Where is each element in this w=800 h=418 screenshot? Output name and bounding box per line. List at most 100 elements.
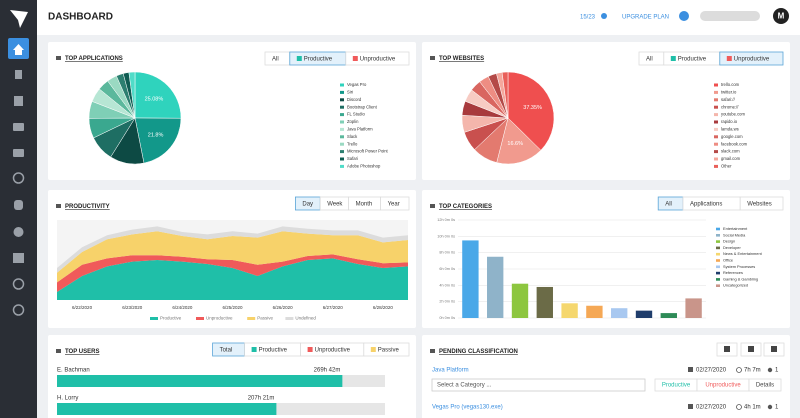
legend-swatch: [716, 252, 720, 256]
legend-label: Slack: [347, 134, 358, 139]
slice-label: 21.8%: [148, 132, 164, 138]
legend-label: Zoplin: [347, 119, 359, 124]
legend-label: youtube.com: [721, 112, 745, 117]
bar: [57, 403, 277, 415]
legend-swatch: [340, 142, 344, 146]
panel-icon: [56, 56, 61, 60]
legend-swatch: [714, 135, 718, 139]
legend-swatch: [714, 83, 718, 87]
filter-button[interactable]: [739, 196, 784, 211]
nav-icon[interactable]: [12, 172, 25, 184]
avatar[interactable]: [773, 8, 789, 24]
filter-label: Unproductive: [315, 348, 351, 354]
nav-icon[interactable]: [14, 96, 23, 106]
action-button[interactable]: [748, 378, 782, 392]
panel-title: TOP USERS: [65, 349, 99, 355]
duration: 7h 7m: [744, 368, 761, 374]
nav-icon[interactable]: [13, 253, 24, 263]
sort-date-icon: [724, 346, 730, 352]
nav-icon[interactable]: [14, 200, 23, 210]
legend-label: Microsoft Power Point: [347, 149, 389, 154]
legend-label: safari://: [721, 97, 736, 102]
filter-label: Total: [220, 348, 233, 354]
filter-swatch: [307, 347, 313, 352]
legend-label: Bootstrap Client: [347, 104, 378, 109]
legend-label: Discord: [347, 97, 362, 102]
bar: [611, 308, 628, 318]
pie-slice: [128, 71, 136, 119]
legend-swatch: [340, 113, 344, 117]
legend-swatch: [340, 120, 344, 124]
legend-label: chrome://: [721, 104, 739, 109]
legend-swatch: [340, 157, 344, 161]
duration: 4h 1m: [744, 405, 761, 411]
panel-title: PRODUCTIVITY: [65, 204, 110, 210]
bar-label: 269h 42m: [314, 368, 341, 374]
legend-swatch: [716, 278, 720, 281]
panel-title: TOP CATEGORIES: [439, 204, 492, 210]
area: [57, 231, 408, 283]
sort-time-icon: [771, 346, 777, 352]
nav-icon[interactable]: [13, 123, 24, 131]
avatar-letter: M: [778, 12, 785, 21]
filter-label: Year: [388, 202, 400, 208]
y-tick-label: 6h 0m 0s: [439, 267, 455, 271]
x-tick-label: 6/24/2020: [172, 305, 193, 310]
calendar-icon: [688, 367, 693, 372]
legend-swatch: [196, 317, 204, 320]
bar: [511, 283, 529, 318]
legend-label: Java Platform: [347, 127, 373, 132]
users-icon: [767, 367, 773, 373]
legend-swatch: [716, 284, 720, 287]
filter-button[interactable]: [719, 51, 784, 66]
home-icon: [13, 44, 24, 55]
clock-icon: [736, 367, 742, 373]
nav-icon[interactable]: [13, 149, 24, 157]
nav-icon[interactable]: [13, 227, 24, 237]
filter-label: Productive: [304, 57, 333, 63]
slice-label: 37.35%: [523, 105, 542, 111]
blurred-user: [700, 11, 760, 21]
x-tick-label: 6/26/2020: [273, 305, 294, 310]
nav-icons: [12, 70, 25, 316]
nav-icon[interactable]: [15, 70, 22, 79]
filter-swatch: [251, 347, 257, 352]
legend-swatch: [714, 105, 718, 109]
filter-label: Unproductive: [360, 57, 396, 63]
legend-label: trello.com: [721, 82, 740, 87]
app-name[interactable]: Vegas Pro (vegas130.exe): [432, 405, 503, 411]
legend-swatch: [340, 164, 344, 168]
legend-label: Passive: [257, 316, 273, 321]
filter-button[interactable]: [363, 342, 410, 357]
y-tick-label: 4h 0m 0s: [439, 283, 455, 287]
seats[interactable]: 15/23: [580, 15, 596, 21]
legend-label: google.com: [721, 134, 743, 139]
filter-button[interactable]: [345, 51, 410, 66]
legend-swatch: [340, 150, 344, 154]
bar: [586, 305, 603, 318]
legend-label: Gaming & Gambling: [723, 276, 758, 281]
panel-icon: [430, 204, 435, 208]
user-name: E. Bachman: [57, 368, 90, 374]
legend-label: News & Entertainment: [723, 251, 763, 256]
legend-swatch: [340, 127, 344, 131]
nav-icon[interactable]: [12, 278, 25, 290]
filter-button[interactable]: [380, 196, 410, 211]
nav-icon[interactable]: [12, 304, 25, 316]
x-tick-label: 6/28/2020: [373, 305, 394, 310]
sort-users-icon: [748, 346, 754, 352]
panel-title: TOP WEBSITES: [439, 56, 484, 62]
y-tick-label: 12h 0m 0s: [437, 218, 455, 222]
category-select[interactable]: [431, 378, 646, 392]
app-name[interactable]: Java Platform: [432, 368, 469, 374]
bar: [660, 313, 677, 318]
upgrade-link[interactable]: UPGRADE PLAN: [622, 15, 669, 21]
x-tick-label: 6/25/2020: [222, 305, 243, 310]
legend-swatch: [716, 259, 720, 262]
legend-swatch: [716, 227, 720, 231]
legend-swatch: [247, 317, 256, 320]
pie-slice: [507, 71, 555, 151]
area: [57, 254, 408, 292]
pie-slice: [134, 71, 182, 119]
